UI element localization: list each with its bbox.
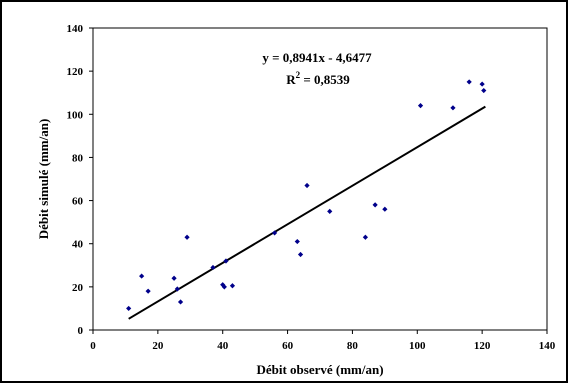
data-point — [174, 286, 180, 292]
data-point — [327, 208, 333, 214]
data-point — [362, 234, 368, 240]
y-tick-label: 60 — [72, 196, 84, 208]
x-axis-ticks: 0 20 40 60 80 100 120 140 — [90, 330, 556, 352]
x-tick-label: 20 — [152, 340, 164, 352]
data-point — [372, 202, 378, 208]
y-tick-label: 100 — [67, 109, 84, 121]
x-tick-label: 0 — [90, 340, 96, 352]
data-point — [223, 258, 229, 264]
data-point — [229, 283, 236, 289]
r-squared-label: R2 = 0,8539 — [286, 70, 350, 87]
data-point — [450, 105, 456, 111]
data-point — [479, 81, 485, 87]
data-points — [126, 79, 487, 312]
data-point — [466, 79, 472, 85]
x-tick-label: 140 — [539, 340, 556, 352]
y-tick-label: 80 — [72, 152, 84, 164]
y-axis-ticks: 0 20 40 60 80 100 120 140 — [67, 23, 93, 337]
r-squared-prefix: R — [286, 72, 296, 87]
trendline — [128, 105, 486, 320]
data-point — [145, 288, 151, 294]
data-point — [139, 273, 145, 279]
y-tick-label: 40 — [72, 239, 84, 251]
x-tick-label: 100 — [409, 340, 426, 352]
x-tick-label: 80 — [347, 340, 359, 352]
data-point — [417, 103, 424, 109]
y-tick-label: 120 — [67, 66, 84, 78]
r-squared-value: = 0,8539 — [300, 72, 350, 87]
plot-area — [92, 27, 548, 331]
y-tick-label: 140 — [67, 23, 84, 35]
data-point — [171, 275, 177, 281]
x-axis-title: Débit observé (mm/an) — [256, 362, 383, 377]
x-tick-label: 40 — [217, 340, 229, 352]
data-point — [304, 182, 310, 189]
data-point — [297, 251, 304, 258]
data-point — [184, 234, 190, 240]
y-tick-label: 0 — [78, 325, 84, 337]
data-point — [272, 230, 278, 236]
data-point — [221, 284, 227, 290]
x-tick-label: 60 — [282, 340, 294, 352]
x-tick-label: 120 — [474, 340, 491, 352]
data-point — [210, 264, 216, 271]
regression-equation: y = 0,8941x - 4,6477 — [262, 50, 372, 65]
r-squared-superscript: 2 — [296, 70, 301, 80]
data-point — [294, 238, 300, 245]
data-point — [177, 299, 184, 305]
data-point — [126, 305, 132, 312]
data-point — [382, 206, 388, 212]
y-tick-label: 20 — [72, 282, 84, 294]
y-axis-title: Débit simulé (mm/an) — [36, 119, 51, 240]
data-point — [481, 87, 487, 94]
